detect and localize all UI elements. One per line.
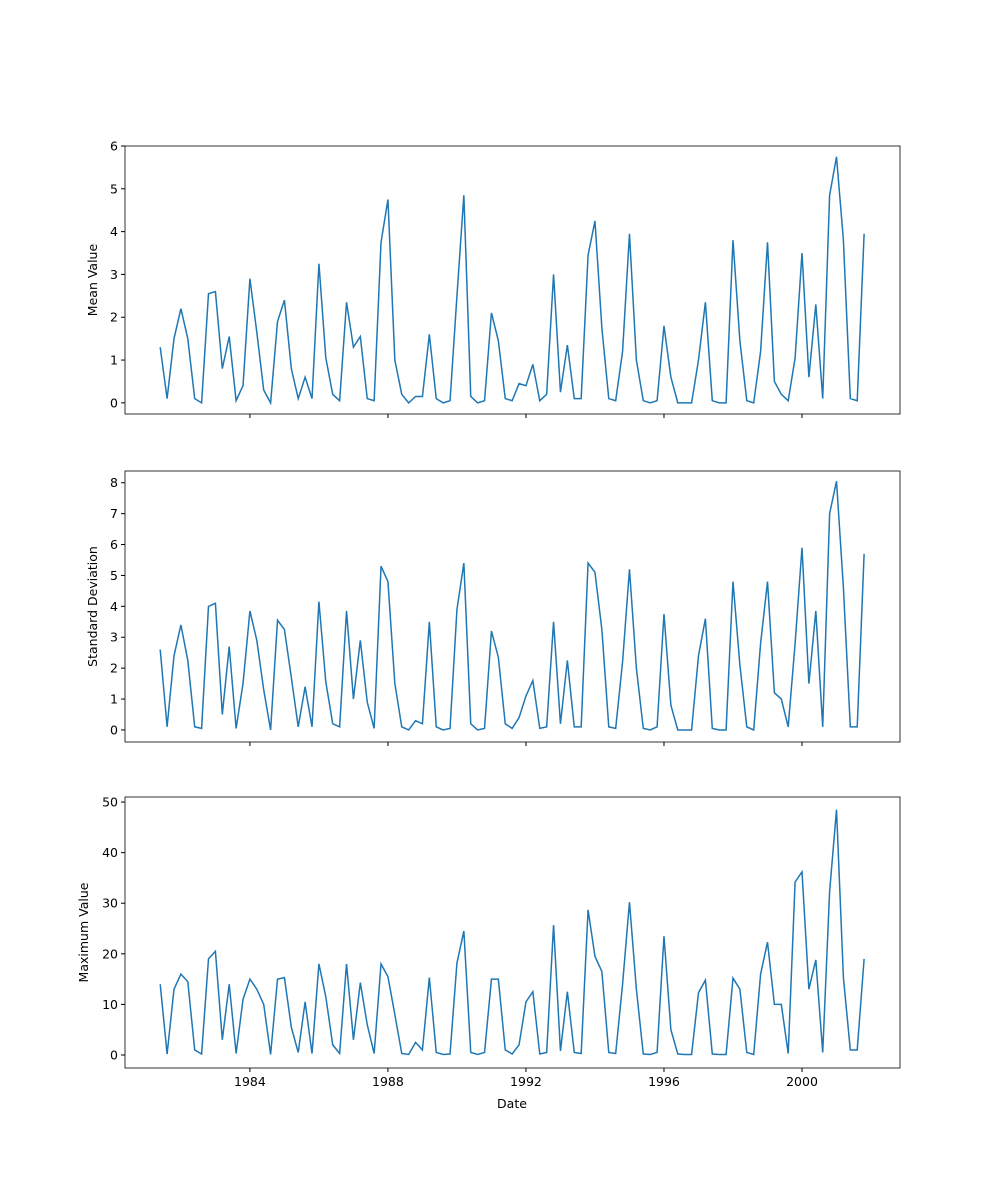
y-tick-label: 40 (102, 845, 118, 860)
x-tick-label: 1988 (372, 1074, 404, 1089)
x-tick-label: 1996 (648, 1074, 680, 1089)
x-tick-label: 1984 (234, 1074, 266, 1089)
data-line (159, 809, 865, 1056)
y-axis-label: Mean Value (85, 244, 100, 317)
y-tick-label: 3 (110, 630, 118, 645)
y-axis-label: Maximum Value (76, 882, 91, 982)
y-tick-label: 1 (110, 353, 118, 368)
y-tick-label: 0 (110, 395, 118, 410)
y-tick-label: 30 (102, 896, 118, 911)
y-tick-label: 4 (110, 599, 118, 614)
y-axis-label: Standard Deviation (85, 546, 100, 667)
y-tick-label: 6 (110, 139, 118, 154)
y-tick-label: 20 (102, 946, 118, 961)
y-tick-label: 1 (110, 692, 118, 707)
y-tick-label: 2 (110, 310, 118, 325)
x-axis-label: Date (497, 1096, 527, 1111)
y-tick-label: 5 (110, 568, 118, 583)
y-tick-label: 4 (110, 224, 118, 239)
axes-frame (124, 470, 901, 743)
data-line (159, 156, 865, 406)
y-tick-label: 50 (102, 795, 118, 810)
y-tick-label: 10 (102, 997, 118, 1012)
axes-frame (124, 796, 901, 1069)
x-tick-label: 2000 (786, 1074, 818, 1089)
data-line (159, 481, 865, 732)
axes-frame (124, 145, 901, 415)
y-tick-label: 7 (110, 506, 118, 521)
y-tick-label: 6 (110, 537, 118, 552)
x-tick-label: 1992 (510, 1074, 542, 1089)
y-tick-label: 8 (110, 475, 118, 490)
y-tick-label: 3 (110, 267, 118, 282)
y-tick-label: 0 (110, 722, 118, 737)
y-tick-label: 5 (110, 181, 118, 196)
y-tick-label: 0 (110, 1047, 118, 1062)
y-tick-label: 2 (110, 661, 118, 676)
